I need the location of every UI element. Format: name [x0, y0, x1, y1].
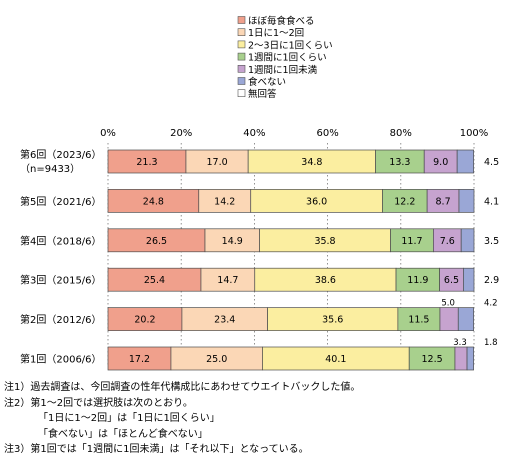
bar-segment	[439, 307, 459, 331]
footnote-1: 注1）過去調査は、今回調査の性年代構成比にあわせてウエイトバックした値。	[4, 382, 361, 393]
data-label: 20.2	[134, 315, 155, 326]
data-label: 9.0	[433, 157, 448, 168]
legend-swatch	[237, 89, 246, 97]
gridlines	[107, 143, 475, 365]
data-label: 11.9	[407, 275, 428, 286]
bar-segment	[463, 267, 475, 292]
data-label: 25.4	[144, 275, 165, 286]
bar-segment	[458, 189, 475, 213]
data-label: 7.6	[440, 236, 455, 247]
data-label: 26.5	[146, 236, 167, 247]
category-label: 第6回（2023/6）	[20, 148, 102, 161]
bar-segment	[456, 149, 474, 174]
data-label: 34.8	[301, 157, 322, 168]
data-label: 36.0	[306, 196, 327, 207]
footnote-2: 注2）第1～2回では選択肢は次のとおり。	[4, 397, 193, 409]
legend-label: 1日に1～2回	[248, 28, 304, 39]
data-label: 14.2	[214, 196, 235, 207]
data-label: 35.8	[314, 236, 335, 247]
legend-swatch	[237, 52, 246, 61]
data-label: 23.4	[214, 315, 235, 326]
data-label: 12.2	[394, 196, 415, 207]
data-label: 14.7	[217, 275, 238, 286]
legend-swatch	[237, 40, 246, 49]
data-label: 12.5	[422, 354, 443, 365]
legend-label: 無回答	[248, 88, 277, 100]
data-label: 3.3	[453, 338, 467, 348]
bar-segment	[460, 228, 475, 253]
x-tick-label: 100%	[460, 128, 489, 139]
x-tick-label: 20%	[170, 128, 192, 139]
bar-segment	[457, 307, 474, 331]
data-label: 11.5	[408, 315, 429, 326]
legend-swatch	[237, 65, 246, 73]
category-label: 第5回（2021/6）	[20, 195, 102, 208]
x-tick-label: 80%	[390, 128, 412, 139]
data-label: 13.3	[389, 157, 410, 168]
x-tick-label: 40%	[243, 128, 265, 139]
data-label: 38.6	[315, 275, 336, 286]
bar-segment	[466, 346, 474, 371]
legend-label: 2～3日に1回くらい	[248, 40, 333, 51]
data-label: 6.5	[444, 275, 459, 286]
data-label: 21.3	[136, 157, 157, 168]
legend-swatch	[237, 77, 246, 85]
data-label: 24.8	[143, 196, 164, 207]
footnote-3: 注3）第1回では「1週間に1回未満」は「それ以下」となっている。	[4, 444, 309, 455]
legend-label: 1週間に1回未満	[248, 64, 318, 76]
data-label: 2.9	[484, 275, 499, 286]
x-tick-label: 60%	[316, 128, 338, 139]
x-axis-ticks: 0% 20% 40% 60% 80% 100%	[100, 128, 488, 139]
data-label: 11.7	[401, 236, 422, 247]
data-labels: 21.3 17.0 34.8 13.3 9.0 24.8 14.2 36.0 12.2 8.7 26…	[129, 157, 499, 365]
footnote-2b: 「食べない」は「ほとんど食べない」	[38, 428, 208, 440]
category-label: 第1回（2006/6）	[20, 353, 102, 366]
legend-label: 1週間に1回くらい	[248, 52, 327, 64]
category-label: 第4回（2018/6）	[20, 234, 102, 247]
data-label: 4.2	[484, 299, 498, 309]
footnote-2a: 「1日に1～2回」は「1日に1回くらい」	[38, 413, 220, 424]
legend-label: ほぼ毎食食べる	[248, 15, 315, 27]
data-label: 1.8	[484, 338, 498, 348]
data-label: 4.5	[484, 157, 499, 168]
category-label: 第2回（2012/6）	[20, 313, 102, 326]
data-label: 17.2	[129, 354, 150, 365]
data-label: 3.5	[484, 236, 499, 247]
data-label: 14.9	[222, 236, 243, 247]
category-label: 第3回（2015/6）	[20, 274, 102, 287]
footnotes: 注1）過去調査は、今回調査の性年代構成比にあわせてウエイトバックした値。 注2）…	[4, 380, 516, 458]
data-label: 5.0	[441, 299, 455, 309]
data-label: 4.1	[484, 196, 499, 207]
category-labels: 第6回（2023/6） （n=9433） 第5回（2021/6） 第4回（2018/6…	[20, 148, 102, 366]
data-label: 40.1	[325, 354, 346, 365]
data-label: 17.0	[206, 157, 227, 168]
legend-label: 食べない	[248, 76, 286, 88]
legend: ほぼ毎食食べる1日に1～2回2～3日に1回くらい1週間に1回くらい1週間に1回未…	[237, 15, 333, 100]
x-tick-label: 0%	[100, 128, 116, 139]
bar-segment	[454, 346, 468, 371]
data-label: 25.0	[206, 354, 227, 365]
category-label: （n=9433）	[20, 163, 80, 175]
bars	[107, 149, 475, 371]
data-label: 35.6	[322, 315, 343, 326]
legend-swatch	[237, 16, 246, 24]
data-label: 8.7	[436, 196, 451, 207]
legend-swatch	[237, 28, 246, 37]
